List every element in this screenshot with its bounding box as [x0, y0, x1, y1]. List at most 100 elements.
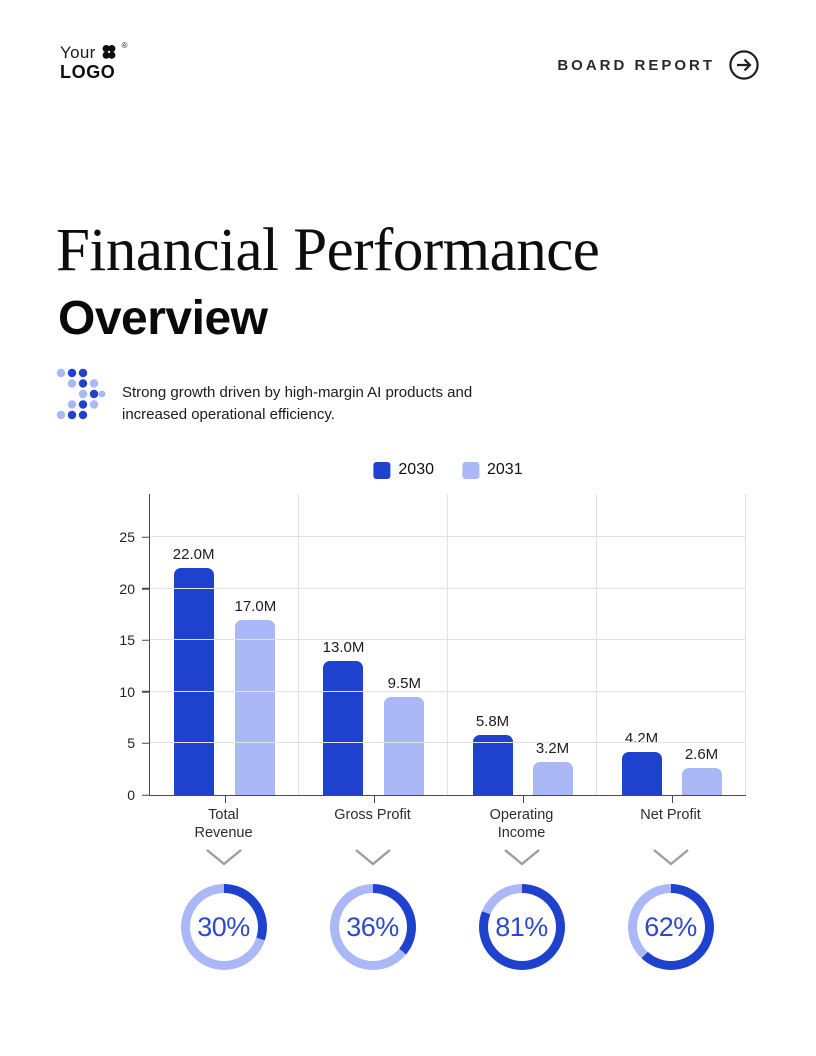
subtitle-text: Strong growth driven by high-margin AI p… — [122, 384, 473, 423]
bar-value-label: 17.0M — [234, 597, 277, 615]
bar-value-label: 13.0M — [322, 639, 365, 656]
bar-group: 13.0M 9.5M — [299, 494, 448, 795]
kpi-cell: 81% — [447, 884, 596, 970]
bar-group: 22.0M 17.0M — [150, 494, 299, 795]
kpi-donut: 30% — [180, 884, 267, 970]
x-axis-tick — [224, 795, 226, 803]
gridline-vertical — [447, 494, 448, 795]
dot-row-2 — [78, 389, 106, 399]
chart-legend: 2030 2031 — [373, 461, 523, 479]
donut-row: 30% 36% 81% 62% — [149, 884, 745, 970]
page-title-line2: Overview — [58, 292, 268, 345]
chevron-cell — [149, 848, 298, 866]
bar-column: 4.2M — [621, 494, 662, 795]
bar-2030 — [173, 568, 214, 795]
bar-value-label: 5.8M — [475, 713, 510, 731]
dot-row-1 — [67, 379, 99, 388]
bar-column: 22.0M — [173, 494, 215, 795]
y-axis-tick — [142, 639, 150, 642]
registered-mark: ® — [121, 41, 128, 50]
gridline-horizontal — [150, 742, 746, 744]
dot-row-0 — [56, 368, 88, 378]
bar-value-label: 22.0M — [172, 546, 215, 564]
kpi-percentage: 36% — [346, 911, 399, 942]
y-axis-tick-label: 25 — [119, 529, 135, 546]
kpi-donut: 62% — [627, 884, 714, 970]
logo: Your ® LOGO — [60, 41, 128, 82]
bar-value-label: 3.2M — [535, 740, 570, 758]
kpi-donut-hole — [487, 893, 556, 961]
bar-2031 — [235, 619, 276, 795]
kpi-percentage: 62% — [644, 911, 697, 942]
category-cell: Total Revenue — [149, 806, 298, 842]
bar-column: 5.8M — [472, 494, 513, 795]
bar-group: 5.8M 3.2M — [448, 494, 597, 795]
category-label: Gross Profit — [334, 807, 411, 823]
bar-group: 4.2M 2.6M — [597, 494, 746, 795]
bar-2030 — [323, 661, 364, 795]
arrow-right-circle-icon[interactable] — [728, 49, 760, 81]
category-cell: Operating Income — [447, 806, 596, 842]
category-cell: Net Profit — [596, 806, 745, 842]
bar-2031 — [681, 768, 722, 795]
board-report: BOARD REPORT — [557, 49, 760, 81]
kpi-cell: 30% — [149, 884, 298, 970]
kpi-cell: 36% — [298, 884, 447, 970]
chevron-down-icon — [503, 849, 540, 866]
chevron-cell — [298, 848, 447, 866]
chevron-cell — [596, 848, 745, 866]
gridline-horizontal — [150, 639, 746, 641]
y-axis-tick-label: 0 — [127, 787, 135, 803]
clover-logo-icon — [102, 45, 115, 59]
legend-swatch-2030 — [373, 461, 391, 479]
bar-2031 — [532, 762, 573, 795]
gridline-vertical — [745, 494, 746, 795]
kpi-percentage: 30% — [197, 911, 250, 942]
gridline-horizontal — [150, 587, 746, 589]
bar-2030 — [621, 751, 662, 795]
chevron-row — [149, 848, 745, 866]
chevron-cell — [447, 848, 596, 866]
y-axis-tick — [142, 536, 150, 539]
kpi-donut: 36% — [329, 884, 416, 970]
page-title-line1: Financial Performance — [56, 217, 600, 284]
legend-item-2031: 2031 — [462, 461, 523, 479]
bar-column: 2.6M — [681, 494, 722, 795]
legend-item-2030: 2030 — [373, 461, 434, 479]
category-labels: Total Revenue Gross Profit Operating Incom… — [149, 806, 745, 842]
bar-value-label: 4.2M — [624, 729, 659, 747]
chevron-down-icon — [205, 849, 242, 866]
gridline-vertical — [298, 494, 299, 795]
dot-row-4 — [56, 410, 88, 420]
bar-chart: 2030 2031 22.0M 17.0M 13.0M 9.5M 5.8M 3.2M 4.2M… — [119, 461, 746, 803]
board-report-label: BOARD REPORT — [557, 56, 715, 74]
category-label: Operating Income — [489, 807, 554, 842]
category-label: Net Profit — [640, 807, 701, 823]
bar-column: 3.2M — [532, 494, 573, 795]
x-axis-tick — [671, 795, 673, 803]
chevron-down-icon — [652, 849, 689, 866]
logo-word-logo: LOGO — [60, 62, 116, 82]
gridline-horizontal — [150, 536, 746, 538]
kpi-percentage: 81% — [495, 911, 548, 942]
dotted-chevron-icon — [56, 368, 106, 420]
category-cell: Gross Profit — [298, 806, 447, 842]
dot-row-3 — [67, 400, 99, 409]
kpi-donut: 81% — [478, 884, 565, 970]
x-axis-tick — [373, 795, 375, 803]
bar-2030 — [472, 735, 513, 795]
y-axis-tick-label: 20 — [119, 580, 135, 597]
gridline-vertical — [596, 494, 597, 795]
category-label: Total Revenue — [194, 807, 253, 842]
y-axis-tick — [142, 588, 150, 590]
legend-label: 2030 — [398, 461, 434, 478]
kpi-cell: 62% — [596, 884, 745, 970]
legend-label: 2031 — [487, 461, 523, 478]
y-axis-tick — [142, 794, 150, 796]
y-axis-tick — [142, 742, 150, 745]
bar-value-label: 2.6M — [684, 746, 719, 764]
bar-value-label: 9.5M — [387, 675, 422, 693]
legend-swatch-2031 — [462, 461, 479, 479]
bar-column: 17.0M — [234, 494, 277, 795]
